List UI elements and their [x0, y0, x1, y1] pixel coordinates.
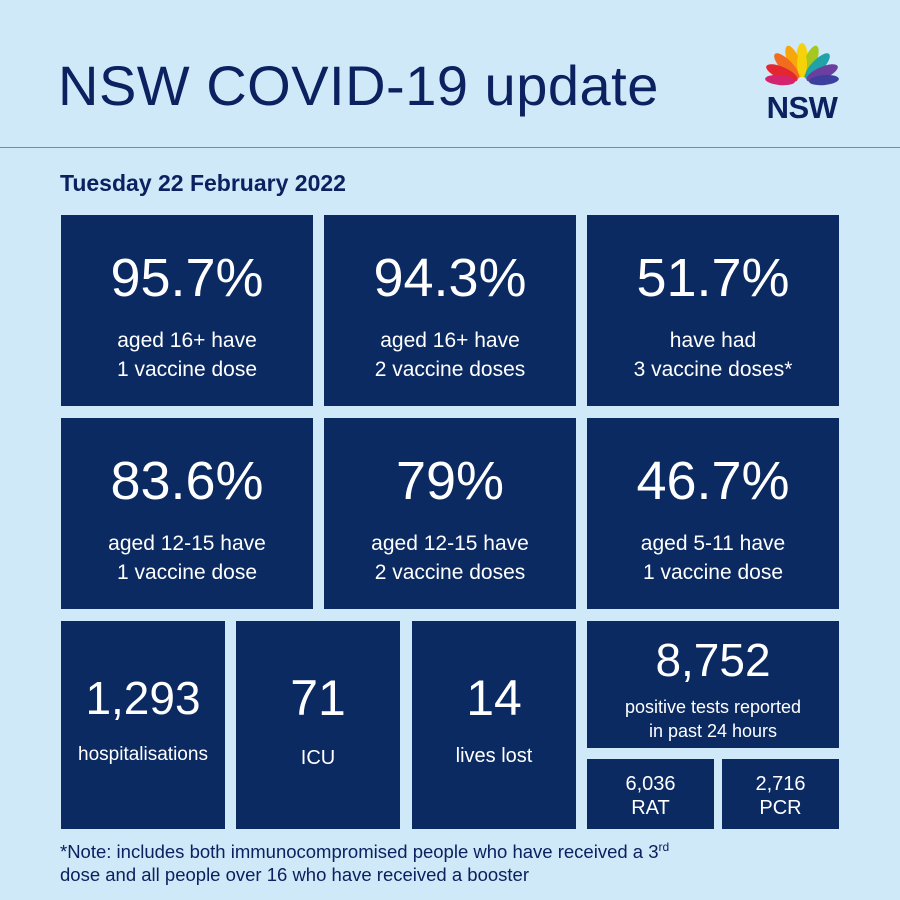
icu-value: 71	[290, 670, 346, 726]
vaccine-tile-16-dose2: 94.3% aged 16+ have 2 vaccine doses	[324, 215, 576, 406]
footnote-superscript: rd	[658, 840, 670, 854]
pcr-tile: 2,716 PCR	[722, 759, 839, 829]
hospitalisations-label: hospitalisations	[78, 744, 208, 765]
tile-label: aged 16+ have	[117, 329, 257, 352]
footnote-text: dose and all people over 16 who have rec…	[60, 864, 529, 885]
icu-tile: 71 ICU	[236, 621, 400, 829]
tile-value: 46.7%	[636, 451, 790, 511]
tile-label: 3 vaccine doses*	[633, 358, 793, 381]
nsw-logo: NSW	[760, 38, 844, 128]
rat-label: RAT	[631, 797, 670, 819]
tile-value: 79%	[395, 451, 505, 511]
positive-tests-label: in past 24 hours	[648, 721, 778, 741]
tile-label: 2 vaccine doses	[374, 358, 526, 381]
tile-label: 1 vaccine dose	[116, 561, 258, 584]
rat-tile: 6,036 RAT	[587, 759, 714, 829]
positive-tests-label: positive tests reported	[624, 697, 802, 717]
vaccine-tile-5-11-dose1: 46.7% aged 5-11 have 1 vaccine dose	[587, 418, 839, 609]
waratah-icon	[765, 43, 839, 86]
tile-value: 83.6%	[110, 451, 264, 511]
lives-lost-label: lives lost	[455, 745, 533, 767]
hospitalisations-tile: 1,293 hospitalisations	[61, 621, 225, 829]
vaccine-tile-12-15-dose1: 83.6% aged 12-15 have 1 vaccine dose	[61, 418, 313, 609]
tile-label: 1 vaccine dose	[642, 561, 784, 584]
tile-label: 2 vaccine doses	[374, 561, 526, 584]
tile-value: 94.3%	[373, 248, 527, 308]
tile-value: 51.7%	[636, 248, 790, 308]
tile-label: aged 12-15 have	[108, 532, 266, 555]
pcr-value: 2,716	[755, 773, 806, 795]
tile-label: aged 16+ have	[380, 329, 520, 352]
positive-tests-value: 8,752	[655, 634, 771, 686]
rat-value: 6,036	[625, 773, 676, 795]
positive-tests-tile: 8,752 positive tests reported in past 24…	[587, 621, 839, 748]
tile-label: aged 12-15 have	[371, 532, 529, 555]
tile-label: have had	[669, 329, 757, 352]
vaccine-tile-16-dose1: 95.7% aged 16+ have 1 vaccine dose	[61, 215, 313, 406]
hospitalisations-value: 1,293	[85, 672, 201, 724]
lives-lost-value: 14	[466, 670, 522, 726]
tile-value: 95.7%	[110, 248, 264, 308]
tile-label: aged 5-11 have	[640, 532, 786, 555]
vaccine-tile-dose3: 51.7% have had 3 vaccine doses*	[587, 215, 839, 406]
footnote-text: *Note: includes both immunocompromised p…	[60, 841, 659, 862]
tile-label: 1 vaccine dose	[116, 358, 258, 381]
header-divider	[0, 147, 900, 148]
vaccine-tile-12-15-dose2: 79% aged 12-15 have 2 vaccine doses	[324, 418, 576, 609]
lives-lost-tile: 14 lives lost	[412, 621, 576, 829]
logo-text: NSW	[766, 90, 838, 125]
icu-label: ICU	[300, 747, 336, 769]
page-title: NSW COVID-19 update	[58, 54, 659, 117]
pcr-label: PCR	[759, 797, 802, 819]
footnote: *Note: includes both immunocompromised p…	[60, 840, 860, 886]
report-date: Tuesday 22 February 2022	[60, 170, 346, 196]
